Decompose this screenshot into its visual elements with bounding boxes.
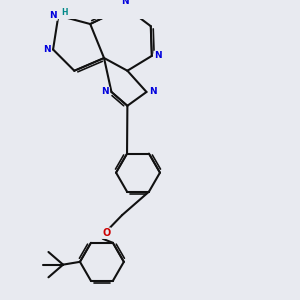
Text: N: N <box>101 88 109 97</box>
Text: N: N <box>122 0 129 6</box>
Text: N: N <box>154 51 162 60</box>
Text: H: H <box>61 8 68 17</box>
Text: N: N <box>43 45 51 54</box>
Text: N: N <box>149 88 157 97</box>
Text: N: N <box>50 11 57 20</box>
Text: O: O <box>102 228 110 238</box>
